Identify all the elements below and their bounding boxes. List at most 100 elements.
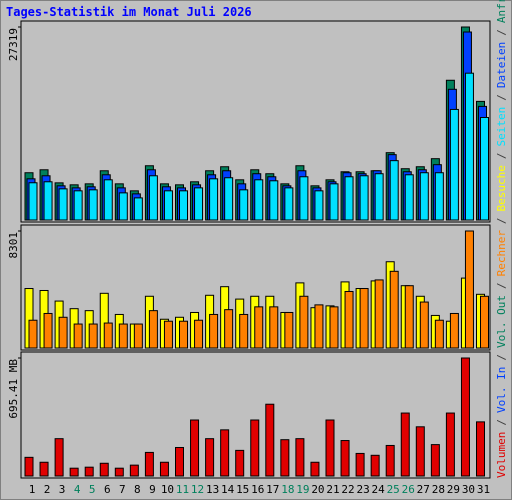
legend-separator: / xyxy=(495,419,508,426)
bar xyxy=(419,301,429,349)
bar xyxy=(359,288,369,349)
bar xyxy=(58,188,68,221)
bar xyxy=(254,179,264,221)
x-tick-label: 18 xyxy=(281,483,294,496)
legend-separator: / xyxy=(495,354,508,361)
bar xyxy=(239,189,249,221)
x-tick-label: 1 xyxy=(29,483,36,496)
bar xyxy=(434,172,444,221)
x-tick-label: 22 xyxy=(341,483,354,496)
chart-title: Tages-Statistik im Monat Juli 2026 xyxy=(6,5,252,19)
bar xyxy=(224,177,234,221)
bar xyxy=(148,310,158,349)
x-tick-label: 10 xyxy=(161,483,174,496)
legend-entry: Anfragen xyxy=(495,0,508,23)
legend-entry: Besuche xyxy=(495,165,508,211)
bar xyxy=(344,176,354,221)
bar xyxy=(103,322,113,349)
x-tick-label: 3 xyxy=(59,483,66,496)
bar xyxy=(118,323,128,349)
bar xyxy=(88,189,98,221)
bar xyxy=(84,466,94,477)
x-tick-label: 20 xyxy=(311,483,324,496)
x-tick-label: 28 xyxy=(432,483,445,496)
bar xyxy=(464,230,474,349)
bar xyxy=(265,403,275,477)
legend-entry: Volumen xyxy=(495,432,508,478)
bar xyxy=(209,178,219,221)
x-tick-label: 25 xyxy=(387,483,400,496)
bar xyxy=(129,464,139,477)
x-tick-label: 2 xyxy=(44,483,51,496)
bar xyxy=(480,295,489,349)
bar xyxy=(404,285,414,349)
bar xyxy=(385,444,395,477)
bar xyxy=(389,160,399,221)
bar xyxy=(99,462,109,477)
x-tick-label: 8 xyxy=(134,483,141,496)
bar xyxy=(235,449,245,477)
bar xyxy=(329,183,339,221)
bar xyxy=(133,323,143,349)
bar xyxy=(163,190,173,221)
bar xyxy=(179,320,188,349)
bar xyxy=(88,323,98,349)
bar xyxy=(295,438,305,477)
bar xyxy=(374,279,384,349)
x-tick-label: 21 xyxy=(326,483,339,496)
bar xyxy=(280,439,290,477)
bar xyxy=(250,419,260,477)
bar xyxy=(43,312,53,349)
bar xyxy=(28,182,38,221)
legend-separator: / xyxy=(495,94,508,101)
bar xyxy=(374,173,384,221)
bar xyxy=(299,295,309,349)
bar xyxy=(445,412,455,477)
bar xyxy=(28,319,38,349)
bar xyxy=(430,444,440,477)
x-tick-label: 12 xyxy=(191,483,204,496)
x-tick-label: 16 xyxy=(251,483,264,496)
bar xyxy=(190,419,200,477)
x-tick-label: 24 xyxy=(372,483,386,496)
bar xyxy=(194,319,204,349)
x-tick-label: 15 xyxy=(236,483,249,496)
x-tick-label: 23 xyxy=(356,483,369,496)
bar xyxy=(73,190,83,221)
x-tick-label: 6 xyxy=(104,483,111,496)
bar xyxy=(175,446,184,477)
bar xyxy=(434,319,444,349)
bar xyxy=(449,312,459,349)
bar xyxy=(269,180,279,221)
bar xyxy=(24,456,34,477)
bar xyxy=(389,270,399,349)
bar xyxy=(310,461,320,477)
legend-separator: / xyxy=(495,217,508,224)
bar xyxy=(269,306,279,349)
bar xyxy=(344,290,354,349)
x-tick-label: 9 xyxy=(149,483,156,496)
bar xyxy=(329,306,339,349)
legend-entry: Dateien xyxy=(495,42,508,88)
bar xyxy=(476,421,485,477)
legend: Volumen / Vol. In / Vol. Out / Rechner / Besuche… xyxy=(495,0,508,478)
bar xyxy=(114,467,124,477)
bar xyxy=(370,454,380,477)
bar xyxy=(39,461,49,477)
x-tick-label: 17 xyxy=(266,483,279,496)
x-tick-label: 29 xyxy=(447,483,460,496)
bar xyxy=(284,311,294,349)
bar xyxy=(58,316,68,349)
x-tick-label: 31 xyxy=(477,483,490,496)
bar xyxy=(314,190,324,221)
x-tick-label: 5 xyxy=(89,483,96,496)
x-tick-label: 13 xyxy=(206,483,219,496)
legend-entry: Seiten xyxy=(495,107,508,147)
bar xyxy=(163,320,173,349)
y-tick-label: 695.41 MB xyxy=(7,359,20,419)
bar xyxy=(73,323,83,349)
bar xyxy=(54,438,64,477)
bar xyxy=(340,440,350,477)
bar xyxy=(118,192,128,221)
